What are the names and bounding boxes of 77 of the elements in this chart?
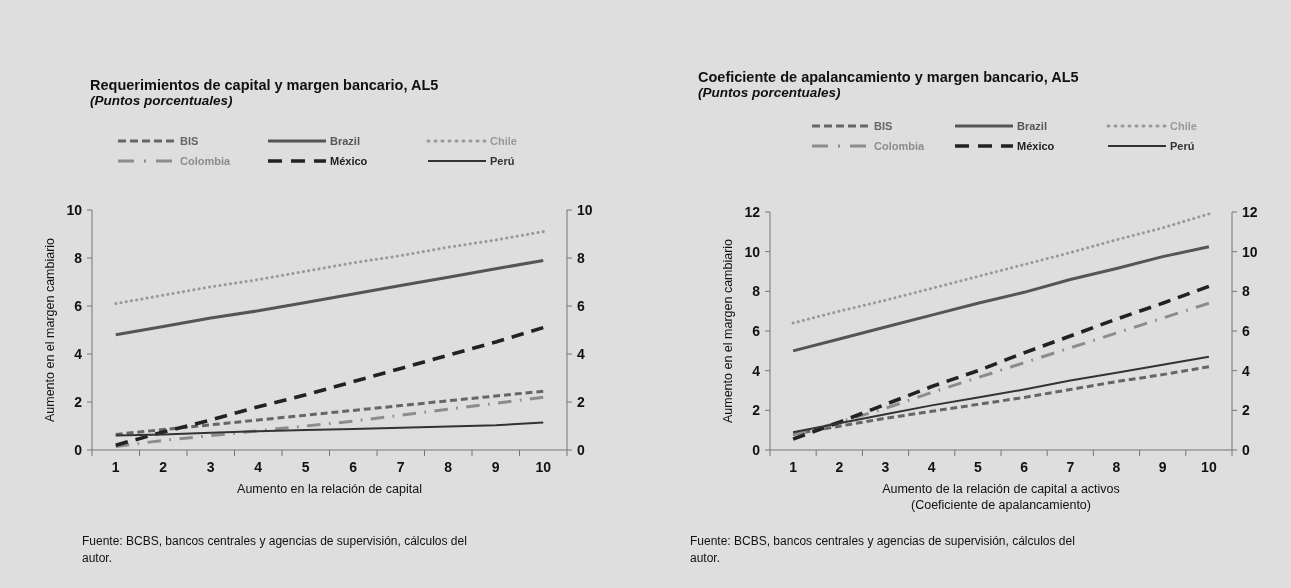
y-tick-label: 8: [74, 250, 83, 266]
y-tick-label: 0: [74, 442, 83, 458]
text: Chile: [490, 135, 517, 147]
x-tick-label: 1: [111, 459, 120, 475]
x-axis-title: Aumento de la relación de capital a activos (Coeficiente de apalancamiento): [882, 482, 1120, 512]
text: Perú: [490, 155, 515, 167]
y2-tick-label: 0: [1242, 442, 1250, 458]
text: BIS: [874, 120, 893, 132]
y-tick-label: 8: [752, 283, 761, 300]
line-series: [792, 355, 1210, 434]
y-tick-label: 0: [752, 442, 761, 458]
y-tick-label: 2: [752, 402, 761, 419]
line-series: [113, 325, 546, 447]
line-series: [114, 258, 545, 337]
chart-subtitle: (Puntos porcentuales): [698, 85, 842, 100]
y2-tick-label: 6: [1242, 323, 1250, 339]
x-tick-label: 9: [1158, 459, 1167, 475]
x-tick-label: 9: [491, 459, 500, 475]
x-tick-label: 6: [349, 459, 358, 475]
y2-tick-label: 12: [1242, 204, 1258, 220]
line-series: [114, 389, 545, 436]
y-tick-label: 2: [74, 394, 83, 410]
y-tick-label: 6: [752, 323, 761, 339]
x-tick-label: 8: [444, 459, 453, 475]
y-axis-title: Aumento en el margen cambiario: [721, 238, 735, 424]
x-tick-label: 4: [927, 459, 936, 475]
text: México: [330, 155, 368, 167]
y2-tick-label: 8: [1242, 283, 1250, 300]
line-series: [791, 212, 1211, 325]
text: Colombia: [180, 155, 231, 167]
y-tick-label: 12: [744, 204, 761, 220]
text: México: [1017, 140, 1055, 152]
y-tick-label: 10: [744, 243, 761, 260]
y-axis-title: Aumento en el margen cambiario: [43, 237, 57, 423]
x-tick-label: 2: [159, 459, 168, 475]
text: Brazil: [1017, 120, 1047, 132]
x-tick-label: 4: [254, 459, 263, 475]
chart-title: Coeficiente de apalancamiento y margen bancario, AL5: [698, 69, 1079, 85]
line-series: [114, 395, 545, 448]
x-tick-label: 8: [1112, 459, 1121, 475]
y2-tick-label: 8: [577, 250, 585, 266]
y2-tick-label: 4: [1242, 362, 1250, 379]
chart-subtitle: (Puntos porcentuales): [90, 93, 234, 108]
y2-tick-label: 4: [577, 346, 585, 362]
y-tick-label: 10: [66, 202, 83, 218]
x-tick-label: 10: [1201, 459, 1217, 475]
text: Colombia: [874, 140, 925, 152]
y-tick-label: 4: [752, 362, 761, 379]
x-tick-label: 5: [301, 459, 310, 475]
y-tick-label: 6: [74, 298, 83, 314]
text: Brazil: [330, 135, 360, 147]
chart-title: Requerimientos de capital y margen bancario, AL5: [90, 77, 439, 93]
y2-tick-label: 0: [577, 442, 585, 458]
source-note: Fuente: BCBS, bancos centrales y agencias de supervisión, cálculos del autor.: [690, 534, 1075, 565]
text: Chile: [1170, 120, 1197, 132]
y2-tick-label: 2: [1242, 402, 1250, 419]
x-tick-label: 7: [396, 459, 405, 475]
text: BIS: [180, 135, 199, 147]
x-axis-title: Aumento en la relación de capital: [237, 482, 422, 496]
x-tick-label: 6: [1020, 459, 1029, 475]
x-tick-label: 3: [881, 459, 890, 475]
x-tick-label: 5: [974, 459, 982, 475]
x-tick-label: 7: [1066, 459, 1075, 475]
y2-tick-label: 10: [1242, 243, 1258, 260]
y2-tick-label: 6: [577, 298, 585, 314]
x-tick-label: 3: [206, 459, 215, 475]
line-series: [114, 230, 545, 306]
y2-tick-label: 2: [577, 394, 585, 410]
text: Perú: [1170, 140, 1195, 152]
line-series: [791, 245, 1211, 353]
line-series: [114, 421, 545, 437]
x-tick-label: 10: [535, 459, 552, 475]
y-tick-label: 4: [74, 346, 83, 362]
x-tick-label: 1: [789, 459, 798, 475]
source-note: Fuente: BCBS, bancos centrales y agencias de supervisión, cálculos del autor.: [82, 534, 467, 565]
x-tick-label: 2: [835, 459, 844, 475]
y2-tick-label: 10: [577, 202, 593, 218]
